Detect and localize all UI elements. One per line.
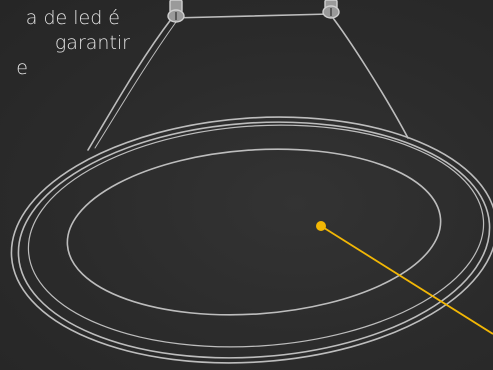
callout-leader-line: [320, 225, 493, 335]
flange-outer-rim-2: [17, 121, 491, 359]
flange-middle-rim: [27, 124, 485, 348]
callout-anchor-dot: [316, 221, 326, 231]
caption-line-2: garantir: [54, 32, 130, 54]
caption-line-3: e: [16, 57, 28, 79]
reflector-dome: [87, 13, 409, 151]
aperture-inner: [66, 148, 442, 316]
mounting-screw-icon: [167, 0, 185, 23]
caption-text: a de led é garantir e: [0, 6, 130, 81]
caption-line-1: a de led é: [25, 7, 120, 29]
mounting-screw-icon: [322, 0, 340, 19]
reflector-dome-inner-edge: [94, 21, 177, 149]
flange-outer-rim: [10, 116, 493, 364]
